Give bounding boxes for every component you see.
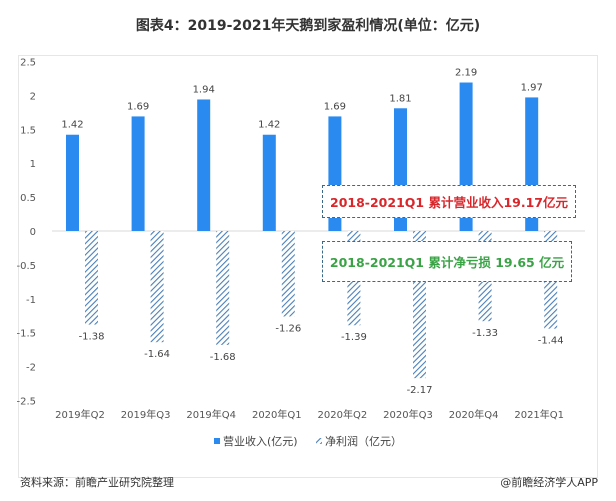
revenue-label: 1.97: [521, 82, 543, 93]
annotation-revenue-text: 2018-2021Q1 累计营业收入19.17亿元: [330, 195, 568, 210]
profit-label: -1.44: [538, 336, 564, 347]
profit-label: -1.26: [275, 323, 301, 334]
y-tick-label: -2.5: [16, 397, 36, 408]
profit-bar: [216, 231, 230, 345]
x-tick-label: 2020年Q1: [252, 408, 302, 421]
y-tick-label: -1.5: [16, 329, 36, 340]
x-tick-label: 2019年Q4: [186, 408, 236, 421]
revenue-bar: [197, 99, 211, 231]
y-tick-label: -0.5: [16, 261, 36, 272]
profit-label: -1.38: [79, 332, 105, 343]
annotation-revenue: 2018-2021Q1 累计营业收入19.17亿元: [322, 185, 576, 218]
profit-label: -1.64: [144, 349, 170, 360]
profit-label: -2.17: [407, 385, 433, 396]
y-tick-label: 2: [30, 91, 36, 102]
profit-label: -1.68: [210, 352, 236, 363]
profit-bar: [281, 231, 295, 317]
y-tick-label: 2.5: [20, 58, 36, 69]
y-tick-label: 1: [30, 159, 36, 170]
revenue-bar: [66, 134, 79, 231]
credit: @前瞻经济学人APP: [500, 476, 598, 489]
legend-revenue-swatch: [214, 438, 220, 444]
revenue-label: 1.69: [324, 101, 346, 112]
legend-profit-label: 净利润（亿元）: [325, 434, 402, 448]
profit-label: -1.39: [341, 332, 367, 343]
profit-bar: [150, 231, 164, 343]
y-tick-label: 1.5: [20, 125, 36, 136]
x-tick-label: 2020年Q3: [383, 408, 433, 421]
legend-profit-swatch: [316, 438, 322, 444]
profit-label: -1.33: [472, 328, 498, 339]
x-tick-label: 2020年Q4: [449, 408, 499, 421]
source-note: 资料来源：前瞻产业研究院整理: [20, 476, 174, 489]
annotation-loss-text: 2018-2021Q1 累计净亏损 19.65 亿元: [329, 255, 565, 270]
legend-revenue-label: 营业收入(亿元): [223, 434, 298, 448]
y-tick-label: -1: [26, 295, 36, 306]
revenue-label: 1.69: [127, 101, 149, 112]
revenue-bar: [131, 116, 145, 231]
x-tick-label: 2019年Q2: [55, 408, 105, 421]
profit-bar: [85, 231, 98, 325]
revenue-bar: [262, 134, 276, 231]
x-tick-label: 2020年Q2: [318, 408, 368, 421]
revenue-label: 1.81: [389, 93, 411, 104]
revenue-label: 2.19: [455, 68, 477, 79]
x-tick-label: 2021年Q1: [514, 408, 564, 421]
revenue-label: 1.42: [258, 120, 280, 131]
revenue-label: 1.94: [193, 84, 215, 95]
x-tick-label: 2019年Q3: [121, 408, 171, 421]
y-tick-label: 0: [30, 227, 36, 238]
revenue-label: 1.42: [61, 120, 83, 131]
annotation-loss: 2018-2021Q1 累计净亏损 19.65 亿元: [322, 241, 572, 282]
chart-title: 图表4：2019-2021年天鹅到家盈利情况(单位：亿元): [135, 18, 481, 34]
chart-frame: [18, 55, 598, 478]
y-tick-label: 0.5: [20, 193, 36, 204]
y-tick-label: -2: [26, 363, 36, 374]
